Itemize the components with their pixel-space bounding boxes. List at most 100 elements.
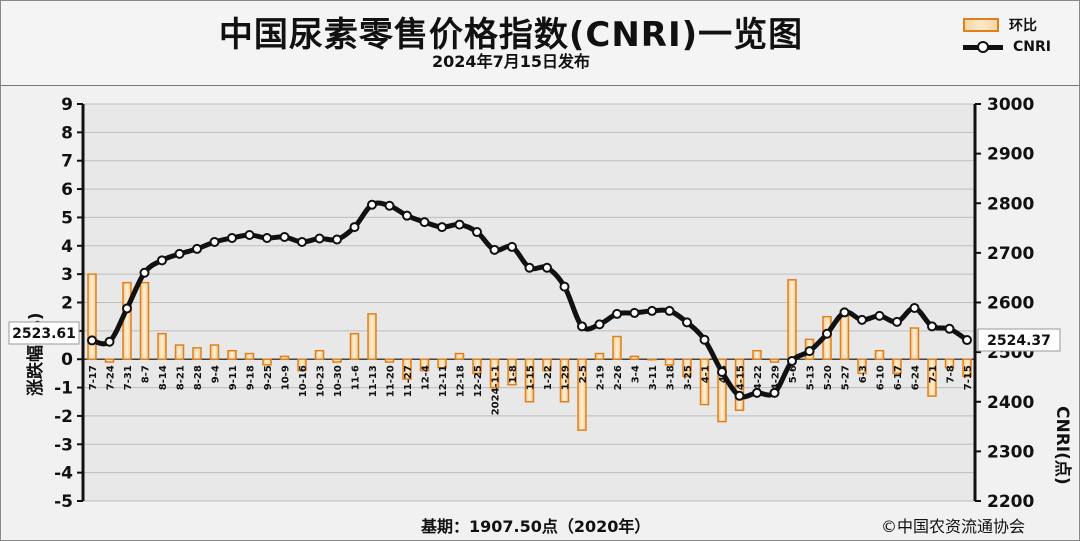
x-tick-label: 6-24 <box>911 365 922 390</box>
cnri-point-5-27 <box>839 307 850 318</box>
bar-9-25 <box>262 358 272 366</box>
right-tick-label: 2900 <box>987 145 1034 165</box>
bar-2-26 <box>612 335 622 360</box>
cnri-point-5-20 <box>822 328 832 339</box>
bar-2-5 <box>577 358 587 431</box>
x-tick-label: 11-6 <box>351 365 362 390</box>
bar-7-1 <box>927 358 937 397</box>
x-tick-label: 12-18 <box>456 365 467 397</box>
bar-12-25 <box>472 358 482 375</box>
chart-header: 中国尿素零售价格指数(CNRI)一览图 2024年7月15日发布 环比 CNRI <box>1 1 1079 86</box>
left-tick-label: 5 <box>61 208 73 228</box>
cnri-point-3-18 <box>664 305 675 316</box>
x-tick-label: 1-22 <box>543 365 554 390</box>
right-axis-label: CNRI(点) <box>1052 406 1073 485</box>
cnri-point-7-15 <box>962 335 972 346</box>
left-tick-label: 4 <box>61 237 73 257</box>
x-tick-label: 9-4 <box>211 365 222 383</box>
left-tick-label: 2 <box>61 294 73 314</box>
x-tick-label: 9-18 <box>246 365 257 390</box>
bar-series <box>87 273 972 431</box>
cnri-point-8-21 <box>174 248 185 259</box>
x-tick-label: 1-8 <box>508 365 519 383</box>
x-tick-label: 6-3 <box>858 365 869 383</box>
bar-4-1 <box>699 358 710 406</box>
x-tick-label: 4-22 <box>753 365 764 390</box>
x-tick-label: 4-29 <box>771 365 782 390</box>
bar-10-30 <box>332 358 342 363</box>
cnri-point-1-22 <box>542 262 552 273</box>
x-tick-labels: 7-17 7-24 7-31 8-7 8-14 8-21 8-28 9-4 9-11 9-18 9-… <box>88 365 974 415</box>
bar-10-16 <box>297 358 307 372</box>
cnri-point-11-13 <box>367 199 377 210</box>
left-tick-label: 0 <box>61 350 73 370</box>
left-tick-label: 6 <box>61 180 73 200</box>
x-tick-label: 4-1 <box>701 365 712 383</box>
last-value-text: 2524.37 <box>987 333 1051 349</box>
legend-item-line: CNRI <box>963 39 1051 55</box>
x-tick-label: 10-30 <box>333 365 344 397</box>
bar-3-4 <box>629 355 640 360</box>
cnri-point-9-4 <box>209 236 220 247</box>
x-tick-label: 8-28 <box>193 365 204 390</box>
bar-3-11 <box>647 358 657 361</box>
cnri-point-4-22 <box>752 387 762 398</box>
chart-subtitle: 2024年7月15日发布 <box>432 52 590 71</box>
cnri-point-8-7 <box>139 267 150 278</box>
cnri-point-6-3 <box>857 314 867 325</box>
first-value-callout: 2523.61 <box>8 321 80 345</box>
cnri-point-3-25 <box>682 317 692 328</box>
bar-10-23 <box>314 349 325 360</box>
x-tick-label: 7-8 <box>946 365 957 383</box>
copyright-note: ©中国农资流通协会 <box>881 517 1026 536</box>
bar-6-24 <box>909 327 920 360</box>
cnri-point-12-18 <box>454 219 465 230</box>
bar-12-18 <box>454 352 465 360</box>
x-tick-label: 12-4 <box>421 365 432 390</box>
right-tick-label: 2300 <box>987 442 1034 462</box>
left-tick-label: -5 <box>54 492 73 511</box>
x-tick-label: 2-19 <box>596 365 607 390</box>
cnri-point-5-6 <box>787 356 797 367</box>
cnri-point-7-17 <box>87 335 97 346</box>
left-axis: -5-4-3-2-10123456789 <box>54 95 85 511</box>
bar-1-15 <box>524 358 535 403</box>
bar-1-8 <box>507 358 517 386</box>
left-tick-label: 8 <box>61 123 73 143</box>
bar-8-7 <box>139 281 150 360</box>
base-period-note: 基期：1907.50点（2020年） <box>421 517 651 536</box>
cnri-point-6-10 <box>874 310 885 321</box>
cnri-point-2-26 <box>612 308 622 319</box>
cnri-point-10-30 <box>332 234 342 245</box>
bar-6-17 <box>892 358 902 375</box>
right-tick-label: 2400 <box>987 393 1034 413</box>
x-tick-label: 5-27 <box>841 365 852 390</box>
cnri-point-8-28 <box>192 243 202 254</box>
bar-4-8 <box>717 358 727 423</box>
cnri-point-10-16 <box>297 236 307 247</box>
x-tick-label: 8-21 <box>176 365 187 390</box>
x-tick-label: 6-17 <box>893 365 904 390</box>
bar-7-8 <box>944 358 955 369</box>
cnri-point-9-25 <box>262 232 272 243</box>
last-value-callout: 2524.37 <box>977 328 1061 352</box>
x-tick-label: 1-15 <box>526 365 537 390</box>
left-tick-label: -1 <box>54 379 73 399</box>
right-tick-label: 2800 <box>987 194 1034 214</box>
bar-4-29 <box>769 358 780 363</box>
cnri-point-10-23 <box>314 233 325 244</box>
left-tick-label: 9 <box>61 95 73 115</box>
x-tick-label: 3-4 <box>631 365 642 383</box>
first-value-text: 2523.61 <box>12 326 76 342</box>
bar-6-10 <box>874 349 885 360</box>
x-tick-label: 8-7 <box>141 365 152 383</box>
right-tick-label: 3000 <box>987 95 1034 115</box>
cnri-point-6-17 <box>892 316 902 327</box>
x-tick-label: 7-31 <box>123 365 134 390</box>
cnri-point-2024-1-1 <box>489 244 500 255</box>
x-tick-label: 3-11 <box>648 365 659 390</box>
bar-7-17 <box>87 273 97 360</box>
cnri-point-12-11 <box>437 222 447 233</box>
